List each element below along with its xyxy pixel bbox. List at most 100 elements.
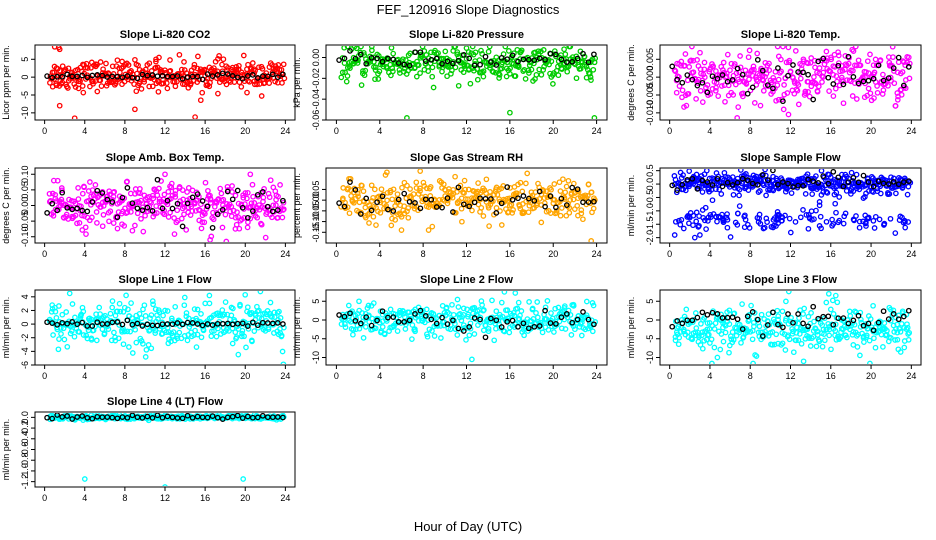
data-point bbox=[864, 58, 871, 65]
data-point bbox=[736, 186, 743, 193]
data-point bbox=[905, 331, 911, 337]
data-point bbox=[103, 60, 109, 67]
data-point bbox=[510, 207, 516, 213]
data-point bbox=[791, 90, 798, 97]
data-point bbox=[249, 60, 256, 66]
data-point bbox=[197, 97, 204, 104]
black-series-point bbox=[144, 321, 151, 328]
data-point bbox=[152, 306, 159, 313]
data-point bbox=[854, 344, 861, 350]
data-point bbox=[360, 188, 367, 195]
black-series-point bbox=[840, 183, 847, 190]
y-tick-label: 4 bbox=[20, 294, 30, 299]
data-point bbox=[558, 205, 565, 211]
data-point bbox=[515, 299, 522, 306]
data-point bbox=[865, 214, 872, 221]
data-point bbox=[398, 213, 405, 220]
black-series-point bbox=[439, 204, 445, 211]
data-point bbox=[693, 96, 699, 102]
data-point bbox=[138, 215, 144, 222]
data-points bbox=[669, 291, 913, 364]
black-series-point bbox=[744, 177, 751, 184]
data-point bbox=[74, 220, 80, 227]
black-series-point bbox=[124, 414, 131, 421]
data-point bbox=[714, 354, 721, 361]
data-point bbox=[742, 212, 748, 219]
data-point bbox=[805, 60, 811, 67]
data-point bbox=[440, 55, 447, 62]
black-series-point bbox=[785, 180, 791, 187]
black-series-point bbox=[493, 210, 500, 216]
black-series-point bbox=[759, 333, 766, 339]
black-series-point bbox=[865, 320, 872, 327]
data-point bbox=[751, 66, 757, 73]
black-series-point bbox=[49, 74, 56, 81]
data-point bbox=[805, 212, 812, 218]
data-point bbox=[178, 66, 185, 73]
data-point bbox=[734, 210, 741, 217]
data-point bbox=[697, 87, 704, 94]
black-series-point bbox=[249, 72, 256, 78]
data-point bbox=[474, 195, 481, 202]
outlier-point bbox=[81, 476, 88, 482]
y-tick-label: -0.010 bbox=[645, 100, 655, 126]
black-series-point bbox=[850, 317, 857, 324]
data-point bbox=[867, 316, 874, 322]
black-series-point bbox=[444, 58, 451, 65]
data-point bbox=[712, 320, 719, 327]
y-tick-label: 0.10 bbox=[20, 165, 30, 183]
data-point bbox=[686, 213, 693, 220]
data-point bbox=[199, 219, 206, 225]
black-series-point bbox=[124, 184, 131, 191]
data-point bbox=[505, 48, 512, 54]
data-point bbox=[223, 81, 230, 88]
black-series-point bbox=[368, 322, 375, 329]
data-point bbox=[276, 308, 282, 315]
outlier-point bbox=[56, 102, 63, 109]
black-series-point bbox=[724, 179, 731, 186]
data-point bbox=[699, 189, 706, 195]
black-series-point bbox=[482, 334, 489, 341]
black-series-point bbox=[64, 413, 71, 419]
y-axis-label: ml/min per min. bbox=[626, 297, 636, 359]
data-point bbox=[573, 75, 580, 82]
x-tick-label: 8 bbox=[421, 249, 426, 259]
data-point bbox=[387, 306, 394, 313]
black-series-point bbox=[209, 224, 216, 231]
black-series-point bbox=[885, 181, 892, 187]
data-point bbox=[678, 175, 685, 181]
data-point bbox=[830, 221, 837, 227]
black-series-point bbox=[134, 205, 141, 212]
black-series-point bbox=[209, 73, 216, 79]
black-series-point bbox=[422, 196, 429, 203]
data-point bbox=[811, 318, 817, 325]
data-point bbox=[478, 204, 485, 211]
black-series-point bbox=[374, 317, 380, 324]
data-point bbox=[540, 47, 547, 53]
outlier-point bbox=[469, 356, 475, 363]
black-series-point bbox=[229, 321, 236, 328]
black-series-point bbox=[79, 319, 86, 326]
data-point bbox=[68, 328, 75, 334]
data-point bbox=[850, 329, 857, 335]
black-series-point bbox=[466, 203, 473, 210]
black-series-point bbox=[169, 205, 176, 212]
data-point bbox=[200, 209, 207, 216]
data-point bbox=[497, 314, 504, 321]
black-series-point bbox=[845, 179, 852, 185]
data-point bbox=[570, 303, 577, 309]
data-point bbox=[238, 333, 245, 340]
data-point bbox=[117, 308, 124, 315]
data-point bbox=[737, 169, 744, 173]
black-series-point bbox=[179, 415, 186, 422]
x-tick-label: 16 bbox=[826, 371, 836, 381]
black-series-point bbox=[709, 309, 716, 316]
black-series-point bbox=[169, 321, 176, 328]
black-series-point bbox=[674, 187, 681, 193]
data-point bbox=[236, 79, 243, 86]
black-series-point bbox=[770, 85, 776, 92]
black-series-point bbox=[770, 169, 776, 174]
data-point bbox=[251, 328, 258, 334]
y-tick-label: 0 bbox=[645, 317, 655, 322]
